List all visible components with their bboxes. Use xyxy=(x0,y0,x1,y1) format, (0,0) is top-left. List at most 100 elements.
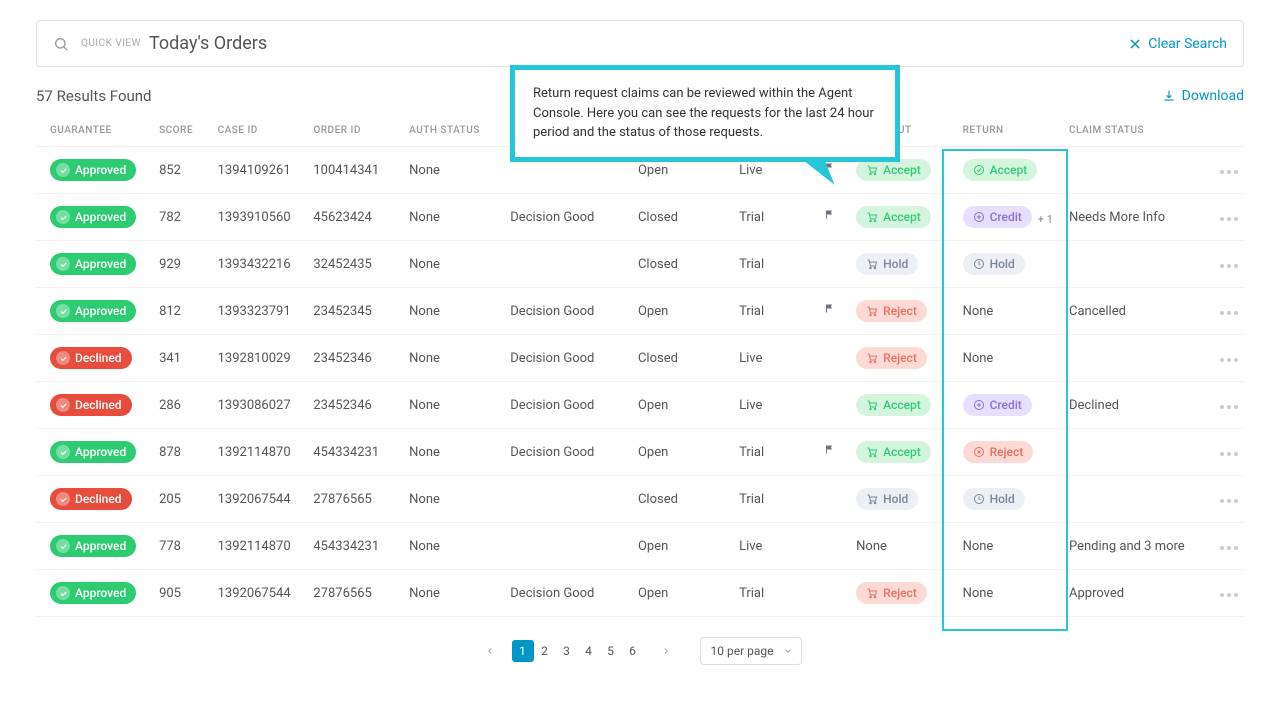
guarantee-badge[interactable]: Approved xyxy=(50,300,136,322)
cell-order-id[interactable]: 23452346 xyxy=(307,335,403,382)
page-number[interactable]: 4 xyxy=(578,640,600,662)
cell-status: Open xyxy=(632,570,733,617)
return-none: None xyxy=(963,539,994,554)
cell-case-id[interactable]: 1392114870 xyxy=(212,429,308,476)
table-row[interactable]: Declined286139308602723452346NoneDecisio… xyxy=(36,382,1244,429)
return-pill[interactable]: Accept xyxy=(963,159,1038,181)
row-actions-menu[interactable] xyxy=(1220,170,1238,174)
cell-case-id[interactable]: 1393432216 xyxy=(212,241,308,288)
download-icon xyxy=(1162,89,1176,103)
checkout-pill[interactable]: Reject xyxy=(856,347,927,369)
cell-auth: None xyxy=(403,429,504,476)
cell-order-id[interactable]: 454334231 xyxy=(307,523,403,570)
guarantee-badge[interactable]: Approved xyxy=(50,582,136,604)
row-actions-menu[interactable] xyxy=(1220,452,1238,456)
return-label: Accept xyxy=(990,163,1028,177)
cell-order-id[interactable]: 27876565 xyxy=(307,476,403,523)
th-auth-status[interactable]: AUTH STATUS xyxy=(403,115,504,147)
guarantee-badge[interactable]: Declined xyxy=(50,394,132,416)
cell-case-id[interactable]: 1392067544 xyxy=(212,570,308,617)
table-row[interactable]: Approved812139332379123452345NoneDecisio… xyxy=(36,288,1244,335)
clear-search-button[interactable]: Clear Search xyxy=(1128,36,1227,52)
checkout-pill[interactable]: Reject xyxy=(856,300,927,322)
cell-order-id[interactable]: 45623424 xyxy=(307,194,403,241)
row-actions-menu[interactable] xyxy=(1220,358,1238,362)
cell-status: Open xyxy=(632,382,733,429)
cell-case-id[interactable]: 1393086027 xyxy=(212,382,308,429)
cell-order-id[interactable]: 23452346 xyxy=(307,382,403,429)
guarantee-badge[interactable]: Approved xyxy=(50,441,136,463)
checkout-pill[interactable]: Accept xyxy=(856,159,931,181)
guarantee-label: Approved xyxy=(75,586,126,600)
cell-order-id[interactable]: 32452435 xyxy=(307,241,403,288)
guarantee-label: Declined xyxy=(75,492,122,506)
cell-case-id[interactable]: 1393910560 xyxy=(212,194,308,241)
checkout-label: Reject xyxy=(883,304,917,318)
guarantee-badge[interactable]: Approved xyxy=(50,535,136,557)
row-actions-menu[interactable] xyxy=(1220,311,1238,315)
search-title[interactable]: Today's Orders xyxy=(149,33,1128,54)
guarantee-badge[interactable]: Approved xyxy=(50,206,136,228)
return-pill[interactable]: Reject xyxy=(963,441,1034,463)
cell-case-id[interactable]: 1392067544 xyxy=(212,476,308,523)
checkout-pill[interactable]: Accept xyxy=(856,441,931,463)
cell-auth: None xyxy=(403,382,504,429)
cell-order-id[interactable]: 23452345 xyxy=(307,288,403,335)
cell-case-id[interactable]: 1392114870 xyxy=(212,523,308,570)
table-row[interactable]: Approved929139343221632452435NoneClosedT… xyxy=(36,241,1244,288)
th-claim-status[interactable]: CLAIM STATUS xyxy=(1063,115,1201,147)
checkout-pill[interactable]: Accept xyxy=(856,206,931,228)
cell-order-id[interactable]: 27876565 xyxy=(307,570,403,617)
th-guarantee[interactable]: GUARANTEE xyxy=(36,115,153,147)
page-number[interactable]: 6 xyxy=(622,640,644,662)
checkout-label: Reject xyxy=(883,351,917,365)
table-row[interactable]: Approved7781392114870454334231NoneOpenLi… xyxy=(36,523,1244,570)
row-actions-menu[interactable] xyxy=(1220,264,1238,268)
row-actions-menu[interactable] xyxy=(1220,217,1238,221)
row-actions-menu[interactable] xyxy=(1220,546,1238,550)
checkout-pill[interactable]: Reject xyxy=(856,582,927,604)
page-prev[interactable] xyxy=(478,639,502,663)
th-score[interactable]: SCORE xyxy=(153,115,212,147)
guarantee-badge[interactable]: Declined xyxy=(50,488,132,510)
table-row[interactable]: Approved905139206754427876565NoneDecisio… xyxy=(36,570,1244,617)
return-label: Hold xyxy=(990,492,1015,506)
return-none: None xyxy=(963,304,994,319)
guarantee-badge[interactable]: Declined xyxy=(50,347,132,369)
checkout-pill[interactable]: Accept xyxy=(856,394,931,416)
row-actions-menu[interactable] xyxy=(1220,499,1238,503)
th-order-id[interactable]: ORDER ID xyxy=(307,115,403,147)
download-button[interactable]: Download xyxy=(1162,88,1244,104)
table-row[interactable]: Declined341139281002923452346NoneDecisio… xyxy=(36,335,1244,382)
return-pill[interactable]: Hold xyxy=(963,253,1025,275)
row-actions-menu[interactable] xyxy=(1220,405,1238,409)
checkout-pill[interactable]: Hold xyxy=(856,253,918,275)
page-number[interactable]: 1 xyxy=(512,640,534,662)
cell-case-id[interactable]: 1394109261 xyxy=(212,147,308,194)
checkout-pill[interactable]: Hold xyxy=(856,488,918,510)
th-case-id[interactable]: CASE ID xyxy=(212,115,308,147)
guarantee-badge[interactable]: Approved xyxy=(50,253,136,275)
cell-order-id[interactable]: 100414341 xyxy=(307,147,403,194)
cell-case-id[interactable]: 1392810029 xyxy=(212,335,308,382)
flag-icon xyxy=(824,304,836,319)
page-number[interactable]: 3 xyxy=(556,640,578,662)
row-actions-menu[interactable] xyxy=(1220,593,1238,597)
page-number[interactable]: 2 xyxy=(534,640,556,662)
checkout-none: None xyxy=(856,539,887,554)
page-number[interactable]: 5 xyxy=(600,640,622,662)
table-row[interactable]: Approved782139391056045623424NoneDecisio… xyxy=(36,194,1244,241)
th-return[interactable]: RETURN xyxy=(957,115,1063,147)
table-row[interactable]: Declined205139206754427876565NoneClosedT… xyxy=(36,476,1244,523)
cell-claim: Approved xyxy=(1063,570,1201,617)
cell-case-id[interactable]: 1393323791 xyxy=(212,288,308,335)
per-page-select[interactable]: 10 per page xyxy=(700,637,803,665)
return-pill[interactable]: Hold xyxy=(963,488,1025,510)
guarantee-label: Approved xyxy=(75,539,126,553)
return-pill[interactable]: Credit xyxy=(963,206,1032,228)
guarantee-badge[interactable]: Approved xyxy=(50,159,136,181)
page-next[interactable] xyxy=(654,639,678,663)
cell-order-id[interactable]: 454334231 xyxy=(307,429,403,476)
return-pill[interactable]: Credit xyxy=(963,394,1032,416)
table-row[interactable]: Approved8781392114870454334231NoneDecisi… xyxy=(36,429,1244,476)
